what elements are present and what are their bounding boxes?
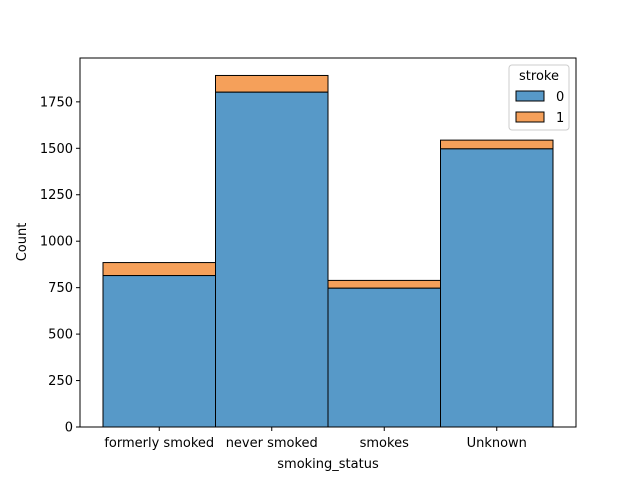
x-tick-label: Unknown: [467, 436, 527, 451]
y-tick-label: 0: [65, 421, 73, 436]
x-tick-label: formerly smoked: [104, 436, 214, 451]
y-tick-label: 1500: [40, 142, 73, 157]
x-tick-label: smokes: [360, 436, 409, 451]
bar-formerly-smoked-stroke-0: [102, 275, 216, 428]
y-tick-label: 1000: [40, 235, 73, 250]
y-axis-label: Count: [15, 223, 30, 262]
bars-layer: [102, 74, 554, 428]
bar-never-smoked-stroke-0: [215, 91, 329, 428]
legend: stroke 0 1: [508, 64, 570, 131]
y-tick-label: 250: [48, 374, 73, 389]
y-axis-ticks: 0 250 500 750 1000 1250 1500 1750: [40, 95, 80, 436]
x-tick-label: never smoked: [226, 436, 318, 451]
bar-never-smoked-stroke-1: [215, 74, 329, 93]
legend-title: stroke: [519, 69, 559, 84]
legend-label-0: 0: [556, 90, 564, 105]
y-tick-label: 500: [48, 328, 73, 343]
legend-label-1: 1: [556, 111, 564, 126]
bar-smokes-stroke-1: [327, 279, 441, 289]
y-tick-label: 750: [48, 281, 73, 296]
bar-unknown-stroke-0: [440, 148, 554, 428]
bar-formerly-smoked-stroke-1: [102, 262, 216, 277]
y-tick-label: 1250: [40, 188, 73, 203]
legend-swatch-1: [515, 111, 545, 123]
x-axis-label: smoking_status: [277, 457, 379, 472]
legend-swatch-0: [515, 90, 545, 102]
x-axis-ticks: formerly smoked never smoked smokes Unknown: [104, 427, 527, 451]
y-tick-label: 1750: [40, 95, 73, 110]
plot-frame: [79, 57, 577, 428]
bar-unknown-stroke-1: [440, 139, 554, 150]
bar-smokes-stroke-0: [327, 287, 441, 428]
